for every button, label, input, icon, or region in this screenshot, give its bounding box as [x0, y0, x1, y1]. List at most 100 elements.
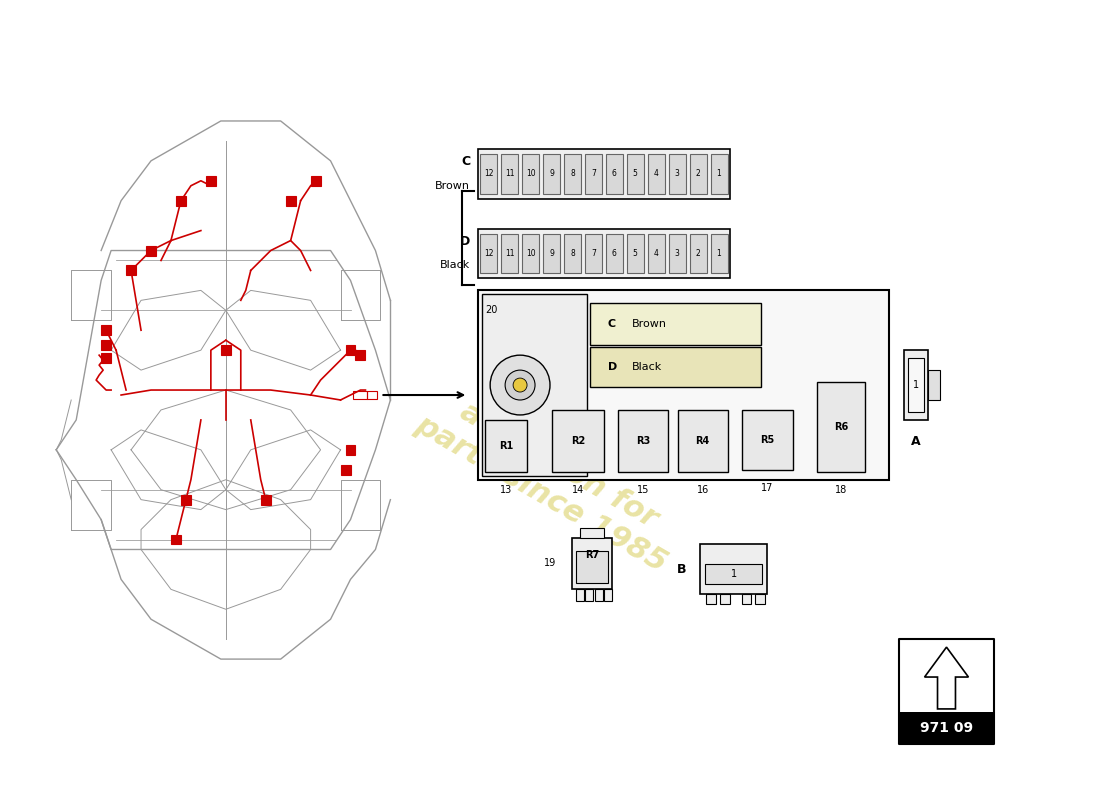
- Bar: [101, 326, 111, 335]
- Circle shape: [491, 355, 550, 415]
- Text: 7: 7: [591, 249, 596, 258]
- Bar: [355, 350, 365, 360]
- Text: a passion for
parts since 1985: a passion for parts since 1985: [410, 382, 690, 578]
- Text: 18: 18: [835, 485, 847, 494]
- Text: 3: 3: [674, 249, 680, 258]
- Bar: [481, 154, 497, 194]
- Bar: [206, 176, 216, 186]
- Bar: [678, 410, 727, 472]
- Bar: [756, 594, 766, 604]
- Text: R3: R3: [636, 436, 650, 446]
- Text: C: C: [608, 319, 616, 330]
- Bar: [719, 594, 729, 604]
- Bar: [595, 590, 603, 602]
- Bar: [580, 527, 604, 538]
- Circle shape: [505, 370, 535, 400]
- Bar: [522, 234, 539, 274]
- Bar: [928, 370, 940, 400]
- Text: Black: Black: [631, 362, 662, 372]
- Text: 1: 1: [717, 249, 722, 258]
- Bar: [899, 639, 994, 744]
- Text: 3: 3: [674, 170, 680, 178]
- Bar: [741, 410, 793, 470]
- Bar: [481, 234, 497, 274]
- Bar: [345, 445, 355, 455]
- Text: Black: Black: [440, 261, 470, 270]
- Text: 13: 13: [500, 485, 513, 494]
- Text: R2: R2: [571, 436, 585, 446]
- Bar: [585, 154, 602, 194]
- Bar: [669, 154, 685, 194]
- Bar: [310, 176, 320, 186]
- Bar: [522, 154, 539, 194]
- Bar: [590, 303, 761, 345]
- Text: 5: 5: [632, 170, 638, 178]
- Bar: [648, 154, 664, 194]
- Bar: [485, 420, 527, 472]
- Bar: [180, 494, 191, 505]
- Bar: [904, 350, 928, 420]
- Bar: [572, 538, 612, 590]
- Bar: [101, 353, 111, 363]
- Bar: [606, 234, 623, 274]
- Bar: [478, 290, 889, 480]
- Bar: [711, 154, 727, 194]
- Bar: [478, 149, 729, 198]
- Bar: [341, 465, 351, 474]
- Bar: [502, 234, 518, 274]
- Bar: [261, 494, 271, 505]
- Text: 1: 1: [913, 380, 920, 390]
- Text: A: A: [911, 435, 921, 448]
- Bar: [648, 234, 664, 274]
- Text: 17: 17: [761, 482, 773, 493]
- Bar: [221, 345, 231, 355]
- Bar: [543, 234, 560, 274]
- Bar: [502, 154, 518, 194]
- Circle shape: [513, 378, 527, 392]
- Bar: [690, 154, 706, 194]
- Text: 16: 16: [696, 485, 708, 494]
- Bar: [909, 358, 924, 412]
- Text: D: D: [608, 362, 617, 372]
- Text: R6: R6: [834, 422, 848, 432]
- Bar: [711, 234, 727, 274]
- Bar: [741, 594, 751, 604]
- Bar: [576, 590, 584, 602]
- Text: 20: 20: [485, 306, 497, 315]
- Bar: [590, 347, 761, 387]
- Bar: [552, 410, 604, 472]
- Bar: [817, 382, 866, 472]
- Bar: [618, 410, 668, 472]
- Text: R4: R4: [695, 436, 710, 446]
- Text: 10: 10: [526, 249, 536, 258]
- Bar: [690, 234, 706, 274]
- Text: Brown: Brown: [436, 181, 470, 190]
- Text: 1: 1: [730, 570, 737, 579]
- Text: Brown: Brown: [631, 319, 667, 330]
- Bar: [367, 391, 377, 399]
- Text: 2: 2: [696, 170, 701, 178]
- Text: 2: 2: [696, 249, 701, 258]
- Bar: [585, 234, 602, 274]
- Text: 4: 4: [653, 249, 659, 258]
- Bar: [170, 534, 180, 545]
- Bar: [101, 340, 111, 350]
- Text: 4: 4: [653, 170, 659, 178]
- Bar: [146, 246, 156, 255]
- Text: 19: 19: [543, 558, 557, 569]
- Text: R1: R1: [499, 441, 514, 451]
- Bar: [627, 234, 644, 274]
- Bar: [482, 294, 587, 476]
- Text: 9: 9: [549, 249, 554, 258]
- Text: 12: 12: [484, 170, 494, 178]
- Text: 6: 6: [612, 249, 617, 258]
- Text: 15: 15: [637, 485, 649, 494]
- Bar: [564, 234, 581, 274]
- Bar: [576, 551, 608, 583]
- Text: 5: 5: [632, 249, 638, 258]
- Bar: [669, 234, 685, 274]
- Text: 1: 1: [717, 170, 722, 178]
- Text: D: D: [460, 235, 470, 248]
- Text: B: B: [676, 563, 686, 576]
- Text: C: C: [461, 155, 470, 168]
